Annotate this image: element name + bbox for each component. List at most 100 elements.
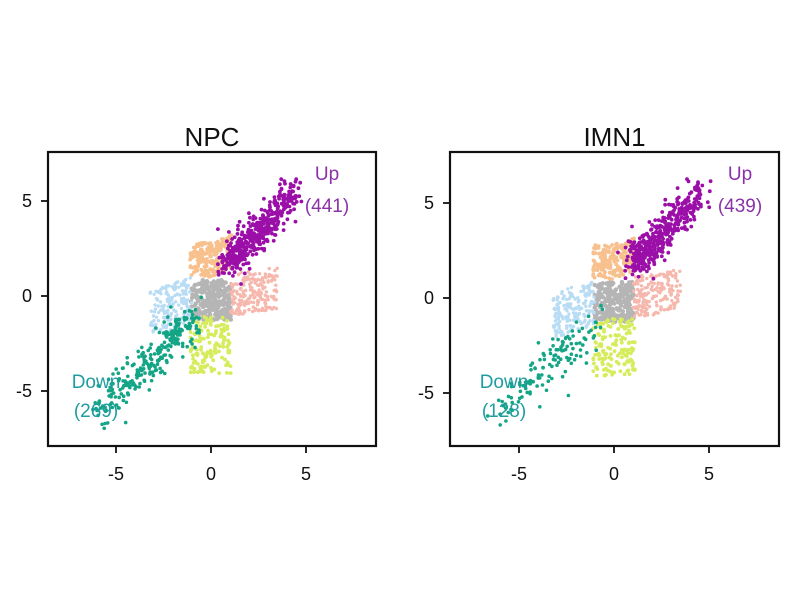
- point-up-x: [196, 260, 201, 265]
- point-down-y: [606, 362, 611, 367]
- point-down-x: [576, 317, 580, 321]
- point-up: [242, 271, 247, 276]
- point-up: [273, 233, 278, 237]
- point-up-x: [603, 270, 607, 275]
- point-down-y: [220, 315, 225, 320]
- point-down: [587, 330, 591, 334]
- point-down-x: [568, 303, 572, 307]
- chart-panel-2: IMN1 -5 0 5 5 0 -5 Up (439) Down (128): [418, 122, 781, 484]
- point-down-y: [609, 352, 613, 357]
- point-center: [197, 308, 202, 313]
- point-down-x: [184, 289, 188, 293]
- point-down-y: [600, 356, 605, 361]
- point-down: [580, 326, 585, 331]
- point-up: [654, 225, 659, 230]
- point-up: [251, 217, 256, 222]
- point-down-x: [571, 318, 576, 322]
- point-down: [117, 395, 121, 400]
- point-down: [182, 309, 187, 314]
- point-up-y: [650, 284, 654, 289]
- x-tick-label: -5: [511, 464, 527, 484]
- point-up-y: [643, 310, 647, 314]
- point-up-y: [247, 307, 251, 312]
- point-up-y: [674, 284, 679, 288]
- point-down: [190, 312, 195, 317]
- point-up-y: [256, 300, 261, 304]
- point-center: [189, 295, 195, 300]
- point-up-x: [212, 261, 216, 266]
- point-down-y: [625, 351, 630, 355]
- point-down-x: [149, 323, 153, 327]
- point-down: [160, 369, 164, 374]
- point-down-x: [153, 307, 158, 311]
- point-down-x: [556, 321, 561, 325]
- point-down-y: [192, 370, 197, 374]
- point-down: [189, 309, 194, 314]
- point-down: [544, 388, 549, 393]
- point-down: [193, 307, 198, 312]
- point-down-x: [577, 312, 581, 316]
- point-down: [133, 387, 137, 391]
- point-down-y: [202, 315, 207, 319]
- point-down-y: [216, 342, 221, 347]
- point-down: [124, 400, 129, 405]
- point-down: [594, 348, 598, 353]
- point-up: [236, 223, 240, 228]
- point-down: [174, 336, 178, 341]
- point-up: [629, 265, 634, 269]
- point-down: [577, 329, 581, 334]
- point-down: [542, 357, 547, 362]
- point-up-y: [247, 277, 252, 282]
- point-down-x: [558, 300, 562, 305]
- point-up-y: [231, 302, 235, 306]
- point-center: [614, 296, 619, 301]
- point-up: [663, 202, 667, 207]
- point-down: [146, 348, 150, 353]
- point-up-x: [607, 276, 612, 281]
- point-up-x: [593, 243, 598, 248]
- point-center: [196, 282, 201, 287]
- point-up-y: [669, 293, 673, 297]
- point-center: [222, 307, 227, 312]
- point-down-y: [591, 357, 596, 362]
- point-up-y: [635, 294, 639, 298]
- point-down: [551, 344, 555, 348]
- point-down-x: [154, 315, 159, 319]
- point-down: [550, 364, 554, 369]
- point-down-x: [561, 297, 565, 301]
- point-up: [663, 197, 668, 202]
- point-down-y: [612, 370, 617, 375]
- point-up: [659, 248, 663, 253]
- point-up: [670, 210, 675, 215]
- point-up: [283, 205, 288, 210]
- point-down: [531, 379, 535, 384]
- x-tick-label: 0: [206, 464, 216, 484]
- point-down-x: [556, 305, 561, 310]
- point-down-y: [627, 328, 631, 333]
- point-up: [624, 264, 628, 268]
- point-down: [558, 357, 563, 362]
- point-down-x: [154, 289, 158, 293]
- point-up: [686, 179, 691, 184]
- point-up: [652, 237, 657, 242]
- point-up: [279, 177, 284, 182]
- point-up-y: [671, 274, 675, 278]
- point-down: [123, 420, 128, 425]
- point-up: [675, 197, 680, 201]
- point-down: [190, 342, 194, 346]
- point-up: [666, 242, 670, 247]
- point-up: [616, 250, 620, 255]
- point-down-y: [209, 369, 214, 373]
- point-down-x: [565, 316, 570, 320]
- point-up-y: [636, 287, 640, 292]
- point-down-x: [154, 296, 159, 301]
- point-up: [227, 230, 231, 234]
- point-up-y: [233, 311, 238, 316]
- point-center: [620, 309, 626, 314]
- point-up-x: [605, 244, 609, 249]
- point-up-y: [652, 281, 656, 286]
- point-down: [523, 386, 528, 391]
- point-down: [500, 399, 505, 404]
- point-down-x: [588, 304, 592, 308]
